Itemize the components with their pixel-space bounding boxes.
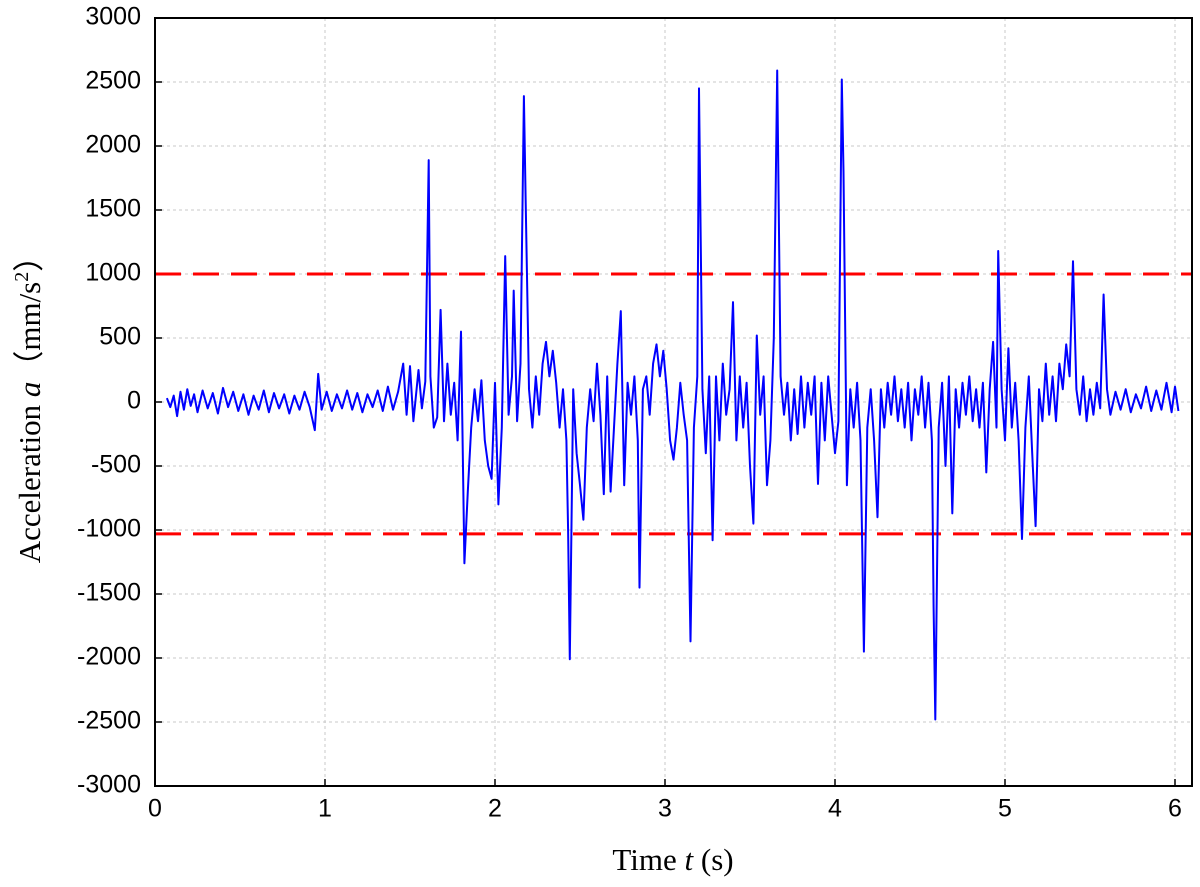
y-tick-label: -1000 <box>77 515 141 543</box>
x-tick-label: 2 <box>488 795 502 823</box>
x-axis-label: Time t (s) <box>612 842 733 877</box>
x-tick-label: 5 <box>998 795 1012 823</box>
y-tick-label: 500 <box>99 323 141 351</box>
y-label-unit: （mm/s <box>12 282 47 382</box>
x-tick-label: 6 <box>1168 795 1182 823</box>
x-tick-label: 1 <box>318 795 332 823</box>
y-tick-label: 1000 <box>85 259 141 287</box>
y-label-symbol: a <box>12 382 47 398</box>
x-label-text: Time <box>612 842 676 877</box>
y-tick-label: 2500 <box>85 67 141 95</box>
y-tick-label: 3000 <box>85 3 141 31</box>
y-tick-label: -500 <box>91 451 141 479</box>
y-label-close: ） <box>12 241 47 272</box>
y-label-text: Acceleration <box>12 404 47 563</box>
y-axis-label: Acceleration a（mm/s2） <box>11 241 47 564</box>
plot-frame <box>154 17 1193 787</box>
y-tick-label: -1500 <box>77 579 141 607</box>
y-tick-label: -2000 <box>77 643 141 671</box>
y-label-exponent: 2 <box>11 272 33 282</box>
x-tick-label: 3 <box>658 795 672 823</box>
x-label-symbol: t <box>685 842 695 877</box>
y-tick-label: -3000 <box>77 771 141 799</box>
y-tick-label: -2500 <box>77 707 141 735</box>
y-tick-label: 1500 <box>85 195 141 223</box>
x-label-unit: (s) <box>701 842 734 877</box>
y-tick-label: 2000 <box>85 131 141 159</box>
y-tick-label: 0 <box>127 387 141 415</box>
data-line <box>165 69 1180 721</box>
x-tick-label: 0 <box>148 795 162 823</box>
x-tick-label: 4 <box>828 795 842 823</box>
